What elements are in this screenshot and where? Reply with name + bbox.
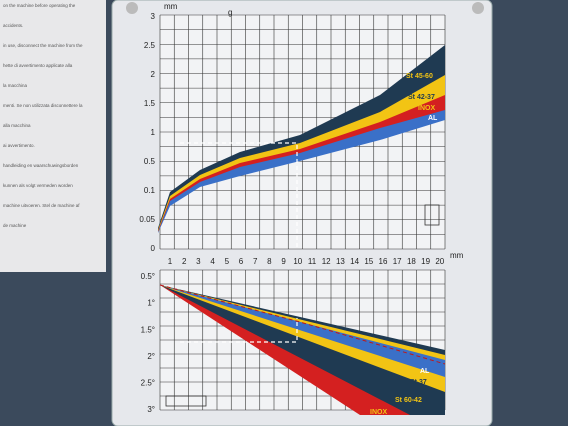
y-label: 2.5 (144, 41, 156, 50)
notice-line: menti. Se non utilizzata disconnettere l… (3, 103, 83, 108)
notice-sheet (0, 0, 106, 272)
notice-text: on the machine before operating the accid… (3, 3, 83, 228)
x-label: 17 (393, 257, 402, 266)
x-label: 10 (293, 257, 302, 266)
band-st60 (160, 285, 445, 415)
y-label: 0.05 (139, 215, 155, 224)
notice-line: handleiding en waarschuwingsborden (3, 163, 79, 168)
guide-line (180, 318, 298, 343)
band-label: St 45-60 (406, 73, 433, 80)
notice-line: de machine (3, 223, 27, 228)
band-label: St 42-37 (408, 94, 435, 101)
y-label: 0.5 (144, 157, 156, 166)
notice-line: hette di avvertimento applicate alla (3, 63, 73, 68)
y-label: 3° (147, 405, 155, 414)
y-label: 1° (147, 299, 155, 308)
band-label: St 60-42 (395, 397, 422, 404)
icon (424, 204, 440, 226)
x-label: 14 (350, 257, 359, 266)
unit-label: mm (450, 251, 464, 260)
band-al (158, 110, 445, 233)
x-label: 20 (435, 257, 444, 266)
x-label: 8 (267, 257, 272, 266)
y-label: 3 (151, 12, 156, 21)
x-label: 2 (182, 257, 187, 266)
y-label: 1.5° (141, 325, 155, 334)
y-label: 0 (151, 244, 156, 253)
band-label: INOX (418, 105, 435, 112)
x-label: 3 (196, 257, 201, 266)
band-st45 (158, 45, 445, 232)
x-label: 6 (239, 257, 244, 266)
notice-line: machine uitvoeren. Stel de machine af (3, 203, 80, 208)
screw (126, 2, 138, 14)
y-label: 1 (151, 128, 156, 137)
band-label: INOX (370, 409, 387, 416)
band-label: AL (420, 368, 430, 375)
y-label: 1.5 (144, 99, 156, 108)
dashed-curve (159, 284, 446, 365)
band-label: St 37 (410, 379, 427, 386)
icon (165, 395, 207, 407)
y-label: 0.5° (141, 272, 155, 281)
unit-label: mm (164, 2, 178, 11)
x-label: 15 (364, 257, 373, 266)
notice-line: on the machine before operating the (3, 3, 76, 8)
notice-line: ai avvertimento. (3, 143, 35, 148)
band-label: AL (428, 115, 438, 122)
x-label: 9 (281, 257, 286, 266)
x-label: 18 (407, 257, 416, 266)
band-inox (158, 95, 445, 232)
band-al-low (160, 285, 445, 377)
notice-line: in use, disconnect the machine from the (3, 43, 83, 48)
y-label: 2 (151, 70, 156, 79)
notice-line: la macchina (3, 83, 28, 88)
x-label: 4 (210, 257, 215, 266)
y-label: 2° (147, 352, 155, 361)
x-label: 5 (225, 257, 230, 266)
x-label: 13 (336, 257, 345, 266)
x-label: 1 (168, 257, 173, 266)
x-label: 11 (308, 257, 317, 266)
x-label: 7 (253, 257, 258, 266)
notice-line: accidents. (3, 23, 23, 28)
notice-line: kunnen als volgt vermeden worden (3, 183, 73, 188)
x-label: 16 (379, 257, 388, 266)
x-label: 12 (322, 257, 331, 266)
x-label: 19 (421, 257, 430, 266)
band-st37 (160, 285, 445, 392)
unit-label: g (228, 8, 232, 17)
y-label: 2.5° (141, 379, 155, 388)
y-label: 0.1 (144, 186, 156, 195)
screw (472, 2, 484, 14)
guide-line (180, 142, 298, 250)
notice-line: alla macchina (3, 123, 31, 128)
